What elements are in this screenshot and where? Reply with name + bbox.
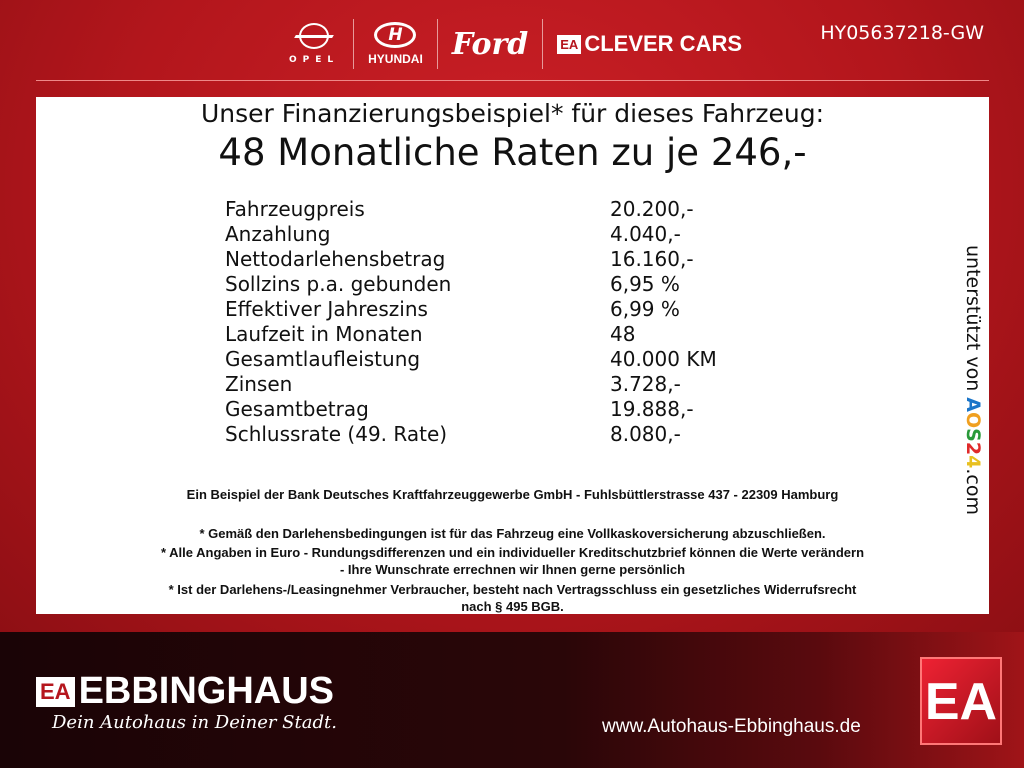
footer-banner: EA EBBINGHAUS Dein Autohaus in Deiner Sta… [0,632,1024,768]
aos24-suffix: .com [962,468,984,515]
footnote: nach § 495 BGB. [461,599,564,614]
row-label: Schlussrate (49. Rate) [225,422,448,446]
row-value: 8.080,- [610,422,681,446]
financing-card: Unser Finanzierungsbeispiel* für dieses … [36,97,989,614]
row-label: Gesamtlaufleistung [225,347,421,371]
vehicle-code: HY05637218-GW [820,22,984,44]
ford-logo: Ford [438,18,542,70]
row-value: 6,99 % [610,297,680,321]
aos24-logo: AOS24 [962,397,984,469]
row-value: 3.728,- [610,372,681,396]
row-label: Effektiver Jahreszins [225,297,428,321]
brand-logos: OPEL H HYUNDAI Ford EA CLEVER CARS [275,18,756,70]
header-divider [36,80,989,81]
row-value: 19.888,- [610,397,694,421]
row-value: 4.040,- [610,222,681,246]
row-value: 16.160,- [610,247,694,271]
divider [542,19,544,69]
hyundai-logo: H HYUNDAI [354,18,437,70]
ford-label: Ford [451,26,529,62]
hyundai-h-icon: H [374,22,417,48]
footnote: * Gemäß den Darlehensbedingungen ist für… [199,526,826,541]
opel-blitz-icon [299,23,330,49]
clever-cars-label: CLEVER CARS [584,31,743,56]
hyundai-label: HYUNDAI [368,52,423,66]
opel-label: OPEL [289,55,340,65]
row-value: 6,95 % [610,272,680,296]
row-label: Nettodarlehensbetrag [225,247,446,271]
row-value: 40.000 KM [610,347,717,371]
row-value: 20.200,- [610,197,694,221]
row-label: Fahrzeugpreis [225,197,365,221]
row-label: Gesamtbetrag [225,397,369,421]
row-value: 48 [610,322,636,346]
divider [436,19,438,69]
footnote: * Alle Angaben in Euro - Rundungsdiffere… [160,545,865,560]
aos24-credit: unterstützt von AOS24.com [958,245,988,525]
clever-cars-logo: EA CLEVER CARS [543,18,756,70]
ebbinghaus-logo: EA EBBINGHAUS [36,670,334,713]
footnote: - Ihre Wunschrate errechnen wir Ihnen ge… [339,562,686,577]
website-link[interactable]: www.Autohaus-Ebbinghaus.de [602,716,861,737]
divider [353,19,355,69]
offer-headline: 48 Monatliche Raten zu je 246,- [218,131,807,174]
ea-badge: EA [557,34,582,54]
footnote: * Ist der Darlehens-/Leasingnehmer Verbr… [168,582,857,597]
ea-emblem: EA [920,657,1002,745]
supported-by-label: unterstützt von [962,245,984,392]
offer-title: Unser Finanzierungsbeispiel* für dieses … [200,99,825,128]
row-label: Sollzins p.a. gebunden [225,272,452,296]
row-label: Anzahlung [225,222,331,246]
row-label: Zinsen [225,372,293,396]
row-label: Laufzeit in Monaten [225,322,423,346]
ebbinghaus-label: EBBINGHAUS [78,670,335,712]
bank-note: Ein Beispiel der Bank Deutsches Kraftfah… [186,487,839,502]
opel-logo: OPEL [275,18,353,70]
slogan: Dein Autohaus in Deiner Stadt. [52,712,337,733]
ea-badge: EA [36,676,75,707]
